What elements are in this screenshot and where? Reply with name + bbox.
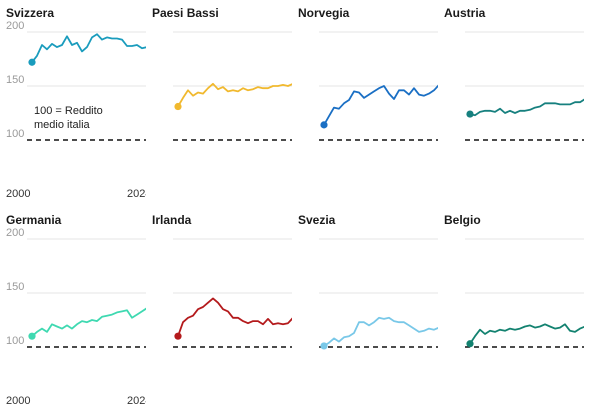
x-tick-label: 2024	[127, 395, 146, 407]
panel-svezia: Svezia	[292, 207, 438, 407]
y-tick-label: 100	[6, 128, 24, 140]
panel-title: Germania	[6, 213, 62, 227]
x-tick-label: 2024	[127, 188, 146, 200]
line-chart-svezia	[319, 238, 438, 350]
series-line	[469, 98, 584, 117]
line-chart-irlanda	[173, 238, 292, 348]
y-tick-label: 100	[6, 335, 24, 347]
x-tick-label: 2000	[6, 188, 30, 200]
panel-belgio: Belgio	[438, 207, 584, 407]
line-chart-belgio	[465, 238, 584, 348]
start-point	[466, 340, 474, 348]
start-point	[466, 110, 474, 118]
start-point	[28, 58, 36, 66]
series-line	[323, 84, 438, 126]
series-line	[323, 316, 438, 347]
panel-title: Norvegia	[298, 6, 350, 20]
panel-irlanda: Irlanda	[146, 207, 292, 407]
start-point	[320, 342, 328, 350]
panel-title: Belgio	[444, 213, 481, 227]
series-line	[177, 297, 292, 338]
start-point	[320, 121, 328, 129]
series-line	[177, 82, 292, 108]
panel-austria: Austria	[438, 0, 584, 200]
y-tick-label: 200	[6, 227, 24, 239]
series-line	[469, 323, 584, 345]
panel-title: Austria	[444, 6, 486, 20]
panel-paesi-bassi: Paesi Bassi	[146, 0, 292, 200]
panel-svizzera: Svizzera 100 150 200 2000 2024 100 = Reddito m…	[0, 0, 146, 200]
start-point	[174, 332, 182, 340]
y-tick-label: 200	[6, 20, 24, 32]
line-chart-germania: 100 150 200 2000 2024	[6, 227, 146, 407]
line-chart-austria	[465, 31, 584, 141]
start-point	[174, 102, 182, 111]
y-tick-label: 150	[6, 74, 24, 86]
panel-title: Paesi Bassi	[152, 6, 219, 20]
annotation-text: medio italia	[34, 119, 91, 131]
panel-title: Irlanda	[152, 213, 192, 227]
line-chart-svizzera: 100 150 200 2000 2024 100 = Reddito medio ital…	[6, 20, 146, 200]
panel-germania: Germania 100 150 200 2000 2024	[0, 207, 146, 407]
panel-title: Svizzera	[6, 6, 55, 20]
series-line	[31, 307, 146, 338]
annotation-text: 100 = Reddito	[34, 105, 103, 117]
x-tick-label: 2000	[6, 395, 30, 407]
line-chart-norvegia	[319, 31, 438, 141]
line-chart-paesi-bassi	[173, 31, 292, 141]
start-point	[28, 332, 36, 340]
panel-title: Svezia	[298, 213, 336, 227]
series-line	[31, 33, 146, 64]
y-tick-label: 150	[6, 281, 24, 293]
panel-norvegia: Norvegia	[292, 0, 438, 200]
